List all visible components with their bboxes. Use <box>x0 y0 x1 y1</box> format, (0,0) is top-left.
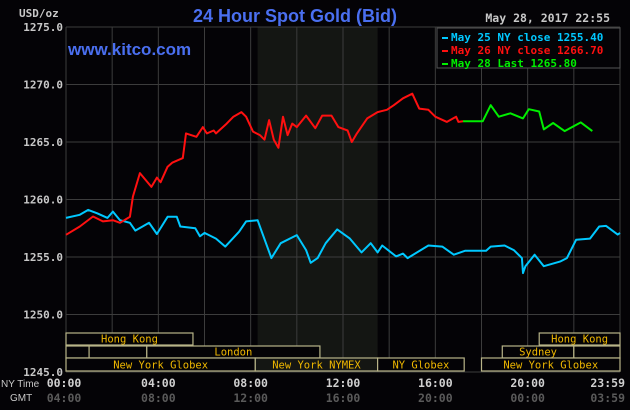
legend-entry: May 28 Last 1265.80 <box>451 57 577 70</box>
ny-time-tick: 23:59 <box>590 376 625 390</box>
legend-entry: May 25 NY close 1255.40 <box>451 31 603 44</box>
ny-time-tick: 16:00 <box>418 376 453 390</box>
legend-box <box>436 27 621 69</box>
session-label: Hong Kong <box>551 334 608 346</box>
series-line-2 <box>65 92 464 236</box>
session-label: New York NYMEX <box>272 360 361 372</box>
session-label: New York Globex <box>113 360 208 372</box>
gmt-time-tick: 20:00 <box>418 391 453 405</box>
y-tick-label: 1270.0 <box>23 79 63 92</box>
gmt-time-tick: 00:00 <box>510 391 545 405</box>
ny-time-tick: 12:00 <box>326 376 361 390</box>
ny-time-label: NY Time <box>1 379 40 390</box>
y-tick-label: 1245.0 <box>23 366 63 379</box>
trading-sessions: Hong Kong London New York Globex New York N… <box>65 332 621 372</box>
session-bar <box>480 357 621 372</box>
price-series <box>65 92 621 275</box>
session-label: NY Globex <box>392 360 449 372</box>
gmt-label: GMT <box>10 393 32 404</box>
session-label: New York Globex <box>503 360 598 372</box>
y-tick-label: 1255.0 <box>23 251 63 264</box>
session-label: Hong Kong <box>101 334 158 346</box>
session-bar <box>538 332 621 346</box>
kitco-watermark: www.kitco.com <box>67 40 191 59</box>
session-bar <box>377 357 465 372</box>
series-line-3 <box>463 104 593 133</box>
session-bar <box>88 345 148 359</box>
legend-entry: May 26 NY close 1266.70 <box>451 44 603 57</box>
gmt-time-tick: 08:00 <box>141 391 176 405</box>
gmt-time-tick: 16:00 <box>326 391 361 405</box>
timestamp: May 28, 2017 22:55 <box>485 11 610 25</box>
time-axis: NY Time GMT 00:0004:0004:0008:0008:0012:… <box>1 376 625 405</box>
y-tick-label: 1250.0 <box>23 309 63 322</box>
session-bar <box>65 332 194 346</box>
y-axis-ticks: 1275.0 1270.0 1265.0 1260.0 1255.0 1250.0 1245… <box>23 21 63 379</box>
ny-time-tick: 20:00 <box>510 376 545 390</box>
gmt-time-tick: 04:00 <box>47 391 82 405</box>
chart-title: 24 Hour Spot Gold (Bid) <box>193 6 397 26</box>
gmt-time-tick: 03:59 <box>590 391 625 405</box>
session-label: London <box>214 347 252 359</box>
y-tick-label: 1265.0 <box>23 136 63 149</box>
y-tick-label: 1260.0 <box>23 194 63 207</box>
ny-time-tick: 04:00 <box>141 376 176 390</box>
ny-time-tick: 08:00 <box>233 376 268 390</box>
ny-time-tick: 00:00 <box>47 376 82 390</box>
session-bar <box>573 345 621 359</box>
y-tick-label: 1275.0 <box>23 21 63 34</box>
session-bar <box>65 345 90 359</box>
session-label: Sydney <box>519 347 557 359</box>
unit-label: USD/oz <box>19 7 59 20</box>
gmt-time-tick: 12:00 <box>233 391 268 405</box>
series-line-1 <box>65 208 621 275</box>
grid-lines <box>65 26 621 373</box>
